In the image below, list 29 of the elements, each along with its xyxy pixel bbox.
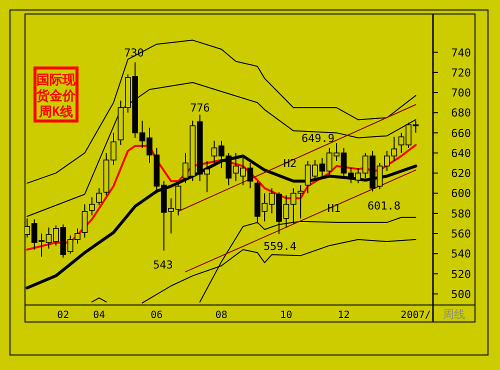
y-tick-label: 580	[451, 207, 471, 220]
series-label: H2	[283, 157, 297, 170]
x-tick-label: 08	[215, 310, 228, 321]
text: 国际现货金价周K线	[36, 73, 76, 120]
y-tick-label: 520	[451, 268, 471, 281]
x-tick-label: 12	[338, 310, 350, 321]
y-tick-label: 680	[451, 106, 471, 120]
y-tick-label: 500	[451, 288, 471, 301]
y-tick-label: 560	[451, 228, 471, 241]
annotation: 559.4	[263, 240, 297, 254]
x-tick-label: 02	[57, 310, 70, 321]
y-tick-label: 640	[451, 146, 471, 160]
y-tick-label: 720	[451, 66, 471, 80]
annotation: 776	[190, 102, 210, 115]
x-tick-label: 04	[93, 310, 106, 321]
y-tick-label: 700	[451, 86, 471, 100]
x-tick-label: 10	[280, 310, 292, 321]
annotation: 601.8	[367, 199, 401, 212]
annotation: 649.9	[301, 132, 335, 145]
y-tick-label: 620	[451, 167, 471, 180]
annotation: 543	[153, 258, 173, 272]
y-tick-label: 540	[451, 248, 471, 261]
y-tick-label: 660	[451, 126, 471, 140]
y-tick-label: 600	[451, 187, 471, 200]
x-tick-label: 2007/	[400, 310, 431, 321]
y-tick-label: 740	[451, 46, 471, 60]
x-tick-label: 06	[150, 310, 163, 321]
text: 周线	[443, 308, 465, 321]
series-label: H1	[327, 202, 341, 215]
